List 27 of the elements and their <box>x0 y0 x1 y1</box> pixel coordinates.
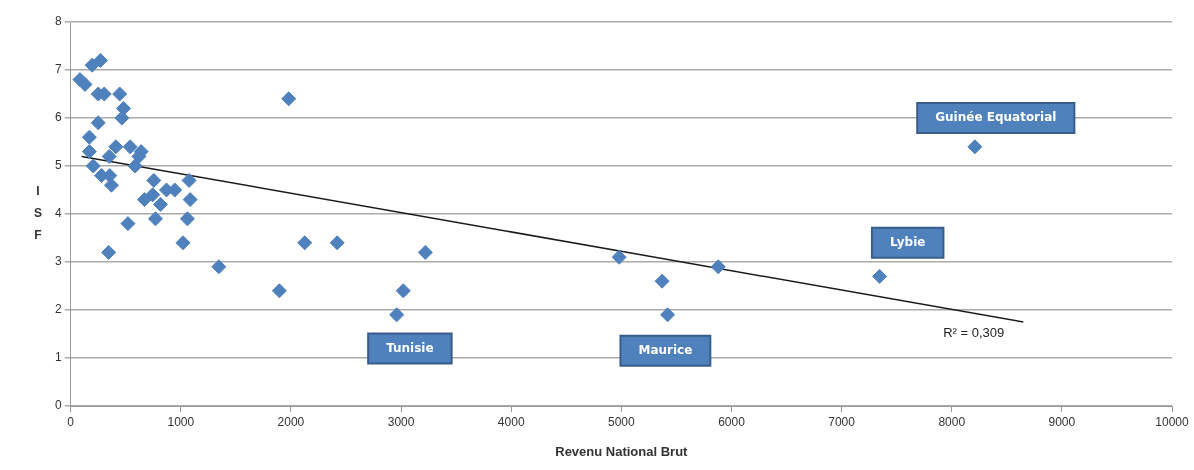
x-tick-label: 10000 <box>1155 414 1190 429</box>
y-tick-label: 5 <box>54 158 62 173</box>
y-tick-label: 3 <box>54 254 62 269</box>
annotation: Tunisie <box>386 340 434 355</box>
y-tick-label: 1 <box>54 350 62 365</box>
x-tick-label: 4000 <box>497 414 525 429</box>
x-tick-label: 2000 <box>277 414 305 429</box>
x-tick-label: 3000 <box>387 414 415 429</box>
x-tick-label: 8000 <box>938 414 966 429</box>
y-tick-label: 4 <box>54 206 62 221</box>
x-tick-label: 9000 <box>1048 414 1076 429</box>
x-tick-label: 5000 <box>607 414 636 429</box>
annotation: Guinée Equatorial <box>935 110 1057 125</box>
y-tick-label: 0 <box>54 398 62 413</box>
y-tick-label: 8 <box>54 14 62 29</box>
annotation: Maurice <box>638 342 693 357</box>
annotation: Lybie <box>889 234 926 249</box>
y-tick-label: 6 <box>54 110 62 125</box>
x-axis-title: Revenu National Brut <box>555 443 689 459</box>
x-tick-label: 1000 <box>167 414 195 429</box>
y-axis-title: I S F <box>33 184 43 243</box>
y-tick-label: 7 <box>54 62 62 77</box>
x-tick-label: 0 <box>67 414 75 429</box>
annotation: R² = 0,309 <box>943 324 1005 340</box>
x-tick-label: 6000 <box>718 414 746 429</box>
x-tick-label: 7000 <box>828 414 856 429</box>
y-tick-label: 2 <box>54 302 62 317</box>
